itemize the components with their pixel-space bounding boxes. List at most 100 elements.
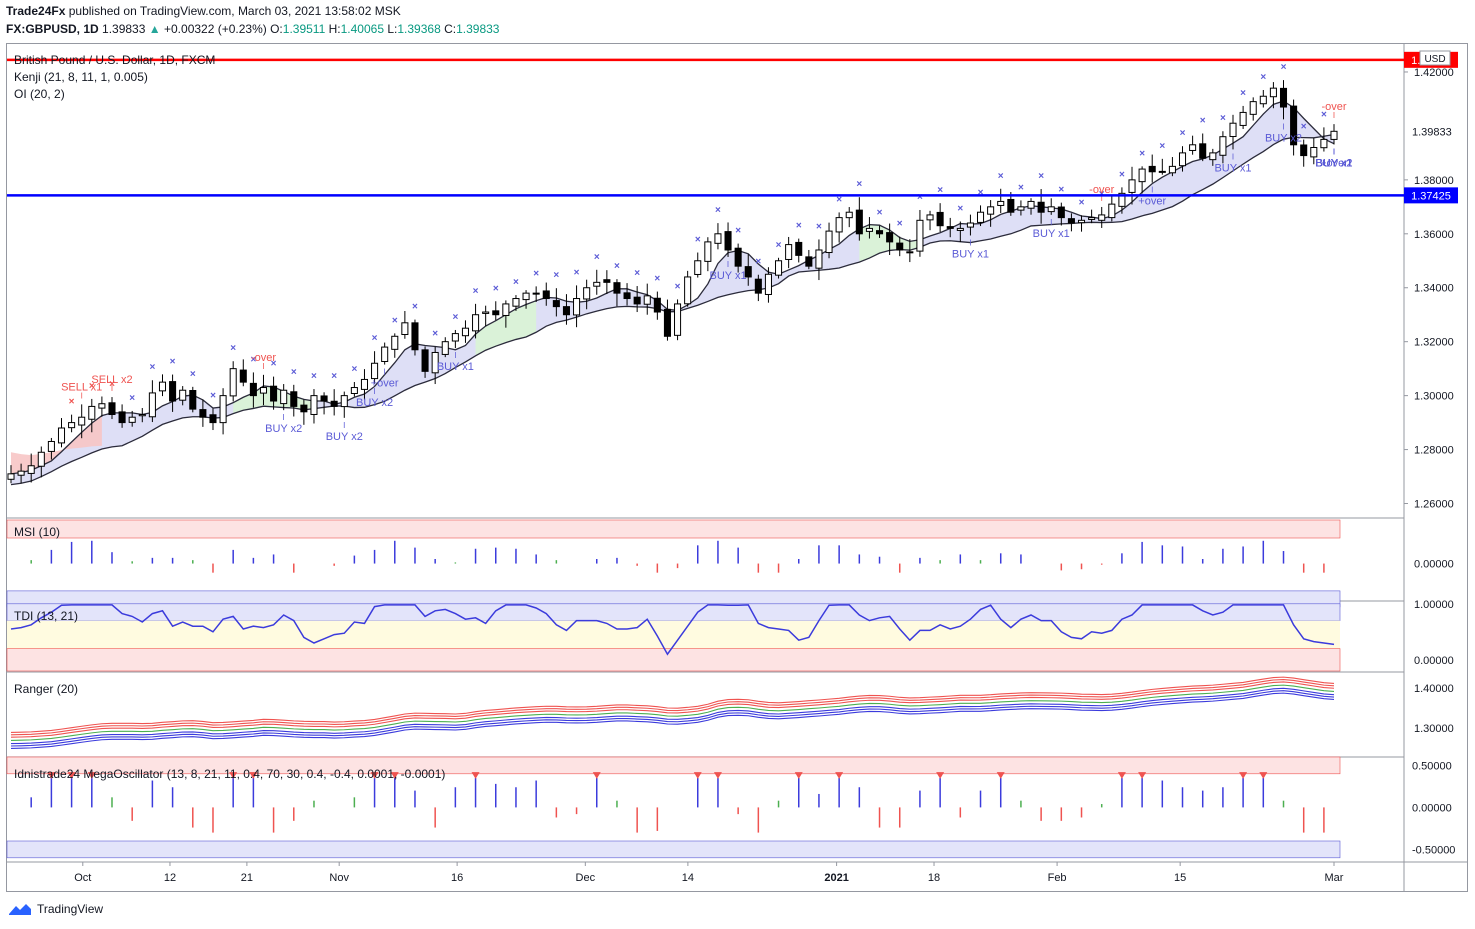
y-tick-label: 1.32000 [1414, 337, 1454, 349]
x-marker: × [493, 283, 499, 294]
mega-tick-label: 0.00000 [1412, 802, 1452, 814]
tdi-line [10, 604, 1335, 656]
y-tick-label: 1.30000 [1414, 391, 1454, 403]
candle-body [199, 409, 207, 418]
signal-tick: I [283, 413, 285, 422]
hline-price-label: 1.37425 [1411, 190, 1451, 202]
signal-label: BUY x2 [1265, 132, 1302, 144]
y-tick-label: 1.28000 [1414, 445, 1454, 457]
bull-band-1 [475, 300, 537, 356]
x-marker: × [473, 286, 479, 297]
tradingview-logo[interactable]: TradingView [8, 902, 103, 916]
candle-body [1189, 144, 1197, 151]
candle-body [1148, 165, 1156, 173]
candle-body [1310, 146, 1318, 158]
signal-tick: I [1333, 148, 1335, 157]
x-tick-label: Feb [1048, 872, 1067, 884]
signal-label: BUY x1 [437, 361, 474, 373]
x-marker: × [1159, 141, 1165, 152]
publisher-name[interactable]: Trade24Fx [6, 4, 66, 18]
signal-tick: I [384, 368, 386, 377]
candle-body [623, 292, 631, 300]
signal-label: BUY x1 [1315, 158, 1352, 170]
candle-body [371, 362, 379, 380]
candle-body [865, 227, 873, 232]
candle-body [502, 303, 510, 316]
currency-label: USD [1424, 54, 1445, 65]
candle-body [694, 260, 702, 275]
candle-body [492, 310, 500, 316]
ranger-line-1 [10, 678, 1335, 736]
x-marker: × [109, 379, 115, 390]
candle-body [754, 278, 762, 294]
signal-label: BUY x1 [709, 270, 746, 282]
candle-body [724, 231, 732, 251]
candle-body [179, 389, 187, 401]
x-marker: × [675, 281, 681, 292]
signal-label: BUY x2 [326, 431, 363, 443]
open-value: 1.39511 [282, 22, 326, 36]
x-marker: × [776, 240, 782, 251]
x-marker: × [1038, 171, 1044, 182]
mega-sell-triangle [229, 772, 238, 779]
x-marker: × [553, 270, 559, 281]
candle-body [1007, 198, 1015, 213]
close-value: 1.39833 [456, 22, 500, 36]
x-tick-label: Nov [329, 872, 349, 884]
candle-body [1108, 203, 1116, 219]
candle-body [461, 327, 469, 337]
candle-body [704, 241, 712, 262]
candle-body [583, 287, 591, 300]
x-marker: × [1301, 122, 1307, 133]
candle-body [1088, 217, 1096, 220]
candle-body [542, 290, 550, 300]
candle-body [340, 395, 348, 408]
candle-body [946, 226, 954, 229]
y-tick-label: 1.38000 [1414, 175, 1454, 187]
y-tick-label: 1.26000 [1414, 499, 1454, 511]
signal-label: BUY x1 [1315, 158, 1352, 170]
candle-body [522, 292, 530, 301]
x-marker: × [614, 261, 620, 272]
candle-body [987, 206, 995, 215]
low-label: L: [387, 22, 398, 36]
kenji-band [11, 101, 1334, 485]
signal-label: +over [371, 378, 399, 390]
tdi-tick-label: 1.00000 [1414, 599, 1454, 611]
msi-tick-label: 0.00000 [1414, 559, 1454, 571]
x-marker: × [1058, 185, 1064, 196]
x-marker: × [654, 274, 660, 285]
candle-body [653, 297, 661, 313]
signal-tick: I [81, 391, 83, 400]
x-marker: × [574, 267, 580, 278]
chart-frame [6, 43, 1468, 892]
signal-label: BUY x2 [265, 423, 302, 435]
symbol-name[interactable]: FX:GBPUSD, 1D [6, 22, 99, 36]
candle-body [290, 391, 298, 407]
x-marker: × [149, 362, 155, 373]
x-marker: × [230, 343, 236, 354]
candle-body [532, 292, 540, 295]
candle-body [663, 308, 671, 337]
signal-label: BUY x1 [1315, 158, 1352, 170]
mega-upper-zone [6, 756, 1341, 775]
ranger-line-0 [10, 676, 1335, 733]
chart-title: British Pound / U.S. Dollar, 1D, FXCM [14, 53, 215, 67]
signal-tick: I [1282, 122, 1284, 131]
signal-label: BUY x2 [1315, 158, 1352, 170]
candle-body [1017, 206, 1025, 211]
x-marker: × [735, 226, 741, 237]
candle-body [219, 395, 227, 424]
candle-body [310, 395, 318, 415]
ranger-line-6 [10, 692, 1335, 749]
mega-legend: Idnistrade24 MegaOscillator (13, 8, 21, … [14, 767, 445, 781]
x-marker: × [392, 315, 398, 326]
signal-label: SELL x1 [61, 381, 102, 393]
candle-body [1037, 201, 1045, 213]
low-value: 1.39368 [397, 22, 441, 36]
high-label: H: [328, 22, 341, 36]
x-tick-label: 12 [164, 872, 176, 884]
ranger-legend: Ranger (20) [14, 682, 78, 696]
x-marker: × [311, 371, 317, 382]
